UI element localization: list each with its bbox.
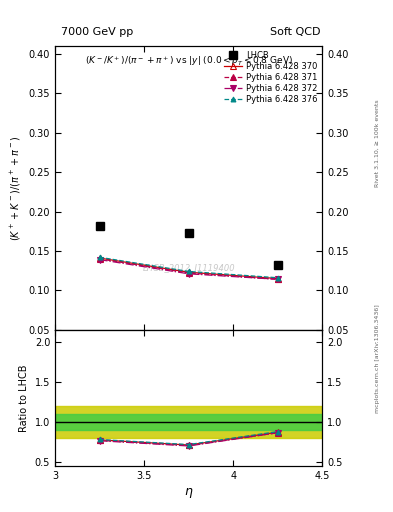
- Pythia 6.428 371: [275, 276, 280, 283]
- Pythia 6.428 371: [186, 270, 191, 276]
- Pythia 6.428 376: [97, 254, 102, 260]
- Line: Pythia 6.428 376: Pythia 6.428 376: [97, 255, 280, 280]
- Line: Pythia 6.428 370: Pythia 6.428 370: [96, 255, 281, 282]
- Line: LHCB: LHCB: [96, 222, 281, 269]
- Text: mcplots.cern.ch [arXiv:1306.3436]: mcplots.cern.ch [arXiv:1306.3436]: [375, 304, 380, 413]
- LHCB: [186, 230, 191, 236]
- Text: Soft QCD: Soft QCD: [270, 27, 320, 37]
- Line: Pythia 6.428 372: Pythia 6.428 372: [96, 257, 281, 283]
- Pythia 6.428 370: [186, 269, 191, 275]
- Pythia 6.428 370: [275, 275, 280, 282]
- Line: Pythia 6.428 371: Pythia 6.428 371: [96, 255, 281, 283]
- Pythia 6.428 371: [97, 256, 102, 262]
- Pythia 6.428 372: [275, 276, 280, 283]
- Bar: [55, 414, 322, 430]
- Pythia 6.428 370: [97, 255, 102, 261]
- Bar: [55, 406, 322, 438]
- Y-axis label: Ratio to LHCB: Ratio to LHCB: [19, 364, 29, 432]
- Y-axis label: $(K^+ + K^-)/(\pi^+ + \pi^-)$: $(K^+ + K^-)/(\pi^+ + \pi^-)$: [9, 135, 23, 241]
- X-axis label: $\eta$: $\eta$: [184, 486, 193, 500]
- Pythia 6.428 372: [97, 257, 102, 263]
- Text: Rivet 3.1.10, ≥ 100k events: Rivet 3.1.10, ≥ 100k events: [375, 99, 380, 187]
- LHCB: [97, 223, 102, 229]
- Pythia 6.428 376: [275, 274, 280, 281]
- Pythia 6.428 372: [186, 271, 191, 277]
- Text: $(K^-/K^+)/(\pi^-+\pi^+)$ vs $|y|$ $(0.0 < p_T < 0.8$ GeV$)$: $(K^-/K^+)/(\pi^-+\pi^+)$ vs $|y|$ $(0.0…: [84, 55, 293, 68]
- Text: 7000 GeV pp: 7000 GeV pp: [61, 27, 133, 37]
- Pythia 6.428 376: [186, 268, 191, 274]
- LHCB: [275, 262, 280, 268]
- Legend: LHCB, Pythia 6.428 370, Pythia 6.428 371, Pythia 6.428 372, Pythia 6.428 376: LHCB, Pythia 6.428 370, Pythia 6.428 371…: [221, 48, 321, 108]
- Text: LHCB_2012_I1119400: LHCB_2012_I1119400: [142, 263, 235, 272]
